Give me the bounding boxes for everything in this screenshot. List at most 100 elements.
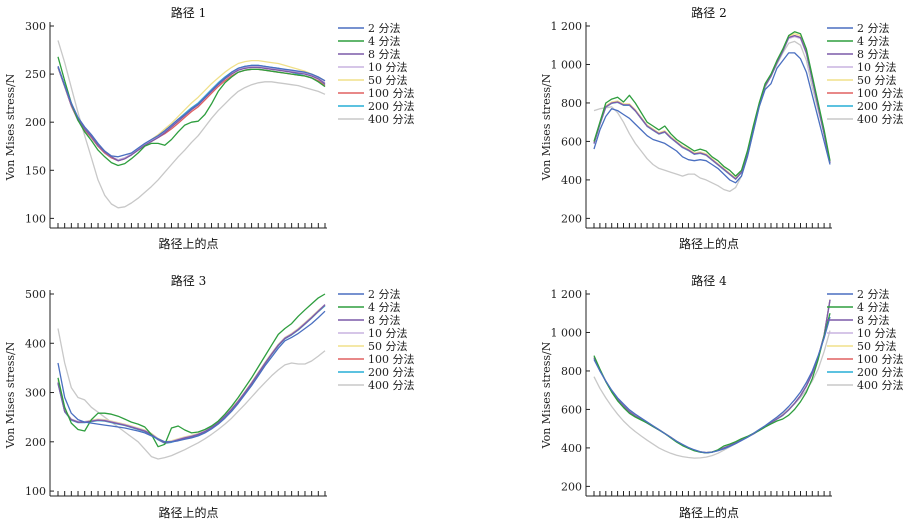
y-tick-label: 200 (561, 480, 582, 493)
y-tick-label: 400 (561, 174, 582, 187)
series-line (593, 35, 831, 180)
legend-label: 4 分法 (368, 34, 401, 48)
legend-label: 2 分法 (368, 21, 401, 35)
series-line (593, 299, 831, 454)
series-line (593, 34, 831, 180)
y-tick-label: 150 (25, 164, 46, 177)
legend-label: 50 分法 (857, 339, 897, 353)
series-line (57, 66, 326, 162)
chart-panel-2: 路径 2 200 400 600 800 1 000 1 200 Von Mises stre… (452, 0, 904, 264)
chart-2: 路径 2 200 400 600 800 1 000 1 200 Von Mises stre… (540, 5, 904, 251)
x-axis-label: 路径上的点 (158, 236, 218, 251)
series-line (57, 310, 326, 443)
legend-label: 50 分法 (368, 339, 408, 353)
series-line (57, 293, 326, 448)
y-tick-label: 600 (561, 135, 582, 148)
y-axis-label: Von Mises stress/N (540, 73, 553, 181)
y-tick-label: 300 (25, 20, 46, 33)
legend-label: 200 分法 (857, 99, 904, 113)
x-axis-label: 路径上的点 (679, 236, 739, 251)
legend-label: 10 分法 (368, 60, 408, 74)
series-line (593, 31, 831, 177)
legend-label: 2 分法 (857, 287, 890, 301)
legend-label: 8 分法 (368, 313, 401, 327)
y-tick-label: 250 (25, 68, 46, 81)
x-axis-label: 路径上的点 (679, 505, 739, 520)
legend-label: 8 分法 (368, 47, 401, 61)
legend-label: 50 分法 (368, 73, 408, 87)
y-tick-label: 800 (561, 97, 582, 110)
y-tick-label: 400 (25, 337, 46, 350)
chart-title: 路径 1 (171, 5, 206, 20)
legend-label: 100 分法 (857, 352, 904, 366)
series-line (593, 52, 831, 184)
legend-label: 2 分法 (857, 21, 890, 35)
series-line (593, 33, 831, 179)
series-line (57, 304, 326, 444)
legend-label: 400 分法 (857, 378, 904, 392)
y-tick-label: 100 (25, 485, 46, 498)
chart-1: 路径 1 100 150 200 250 300 Von Mises stress/N 路径上… (4, 5, 415, 251)
series-line (593, 313, 831, 454)
chart-panel-4: 路径 4 200 400 600 800 1 000 1 200 Von Mises stre… (452, 264, 904, 528)
chart-panel-3: 路径 3 100 200 300 400 500 Von Mises stress/N 路径上… (0, 264, 452, 528)
x-axis-label: 路径上的点 (158, 505, 218, 520)
y-axis-label: Von Mises stress/N (4, 73, 17, 181)
legend-label: 200 分法 (368, 365, 415, 379)
series-line (593, 330, 831, 459)
legend-label: 4 分法 (857, 300, 890, 314)
y-tick-label: 200 (25, 436, 46, 449)
y-tick-label: 300 (25, 387, 46, 400)
legend-label: 2 分法 (368, 287, 401, 301)
chart-title: 路径 2 (691, 5, 726, 20)
y-tick-label: 200 (561, 212, 582, 225)
legend-label: 200 分法 (368, 99, 415, 113)
y-tick-label: 400 (561, 442, 582, 455)
series-line (57, 305, 326, 444)
chart-4: 路径 4 200 400 600 800 1 000 1 200 Von Mises stre… (540, 273, 904, 520)
series-line (593, 40, 831, 193)
legend-label: 50 分法 (857, 73, 897, 87)
y-tick-label: 100 (25, 212, 46, 225)
chart-title: 路径 4 (691, 273, 727, 288)
y-tick-label: 1 000 (551, 58, 583, 71)
legend-label: 100 分法 (857, 86, 904, 100)
series-line (57, 303, 326, 443)
series-line (57, 40, 326, 209)
y-axis-label: Von Mises stress/N (540, 341, 553, 449)
series-line (593, 299, 831, 454)
series-line (57, 328, 326, 460)
series-line (593, 299, 831, 454)
legend-label: 4 分法 (368, 300, 401, 314)
y-tick-label: 200 (25, 116, 46, 129)
chart-title: 路径 3 (171, 273, 206, 288)
y-axis-label: Von Mises stress/N (4, 341, 17, 449)
chart-panel-1: 路径 1 100 150 200 250 300 Von Mises stress/N 路径上… (0, 0, 452, 264)
chart-3: 路径 3 100 200 300 400 500 Von Mises stress/N 路径上… (4, 273, 415, 520)
y-tick-label: 600 (561, 403, 582, 416)
legend-label: 400 分法 (368, 112, 415, 126)
series-line (57, 64, 326, 158)
series-line (57, 67, 326, 162)
y-tick-label: 500 (25, 288, 46, 301)
legend-label: 400 分法 (857, 112, 904, 126)
legend-label: 100 分法 (368, 86, 415, 100)
legend-label: 8 分法 (857, 313, 890, 327)
legend-label: 400 分法 (368, 378, 415, 392)
series-line (593, 316, 831, 454)
legend-label: 4 分法 (857, 34, 890, 48)
series-line (57, 56, 326, 167)
y-tick-label: 1 200 (551, 288, 583, 301)
series-line (57, 304, 326, 444)
series-line (593, 300, 831, 454)
legend-label: 200 分法 (857, 365, 904, 379)
legend-label: 10 分法 (857, 326, 897, 340)
legend-label: 10 分法 (857, 60, 897, 74)
series-line (593, 299, 831, 454)
legend-label: 100 分法 (368, 352, 415, 366)
legend-label: 8 分法 (857, 47, 890, 61)
y-tick-label: 1 200 (551, 20, 583, 33)
legend-label: 10 分法 (368, 326, 408, 340)
y-tick-label: 1 000 (551, 326, 583, 339)
y-tick-label: 800 (561, 365, 582, 378)
